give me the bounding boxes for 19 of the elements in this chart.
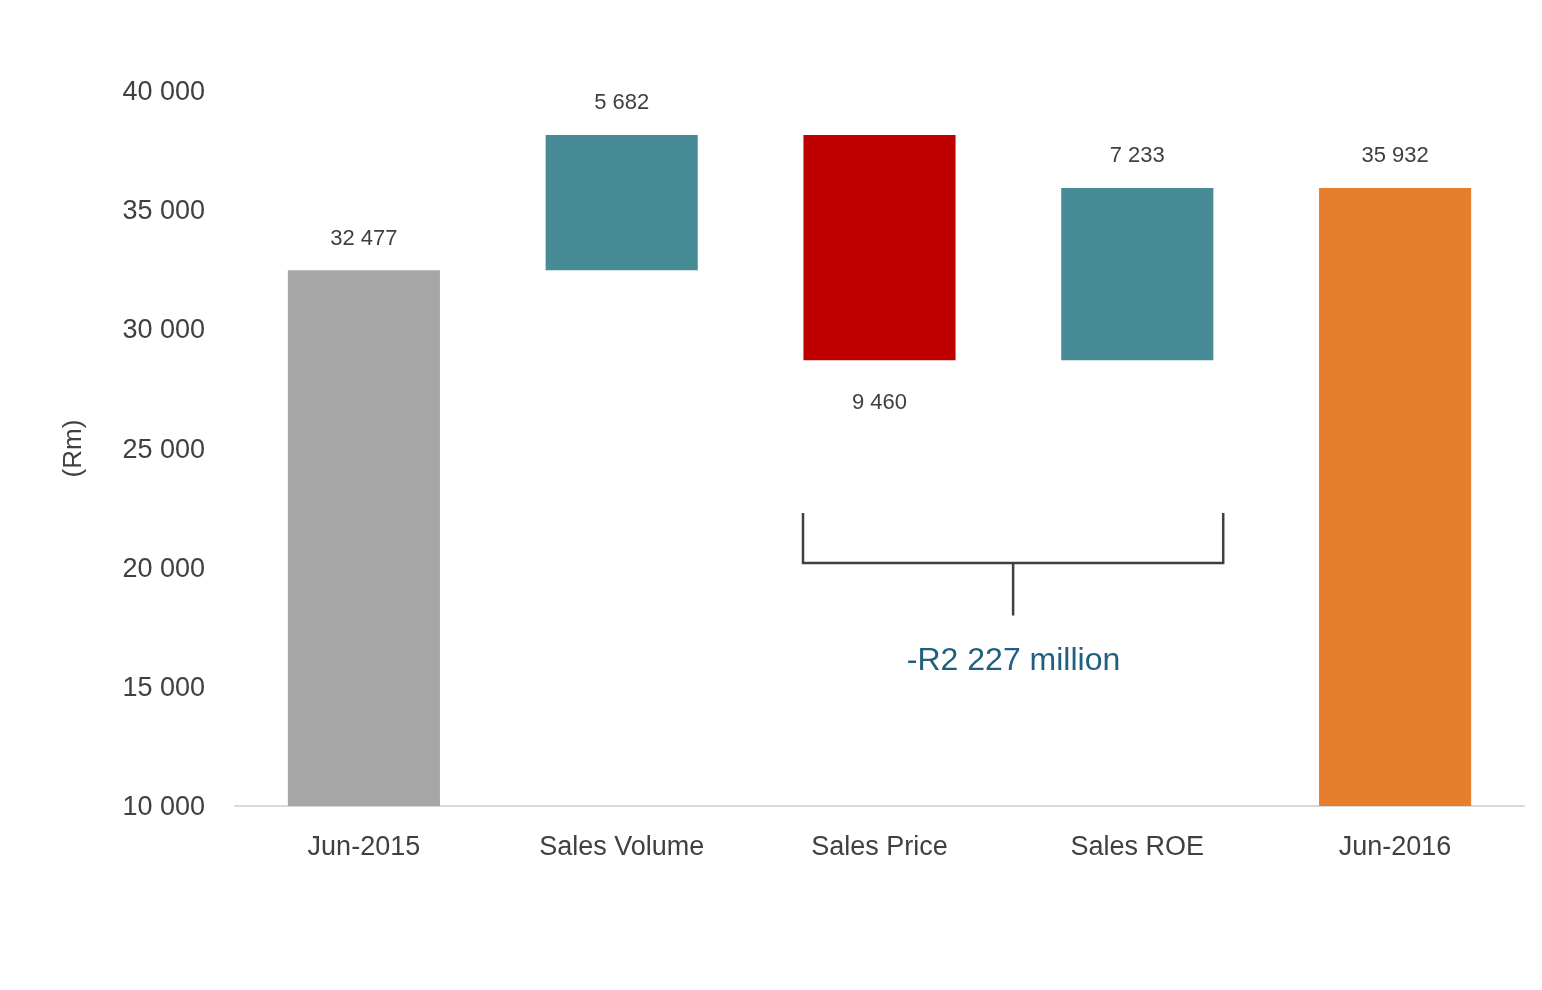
- data-label: 9 460: [851, 388, 908, 414]
- annotation: -R2 227 million: [905, 641, 1122, 679]
- data-label: 5 682: [594, 89, 650, 115]
- y-tick-label: 10 000: [122, 791, 205, 821]
- x-tick-label: Jun-2016: [1338, 830, 1452, 861]
- data-label: 32 477: [330, 224, 398, 250]
- data-label: 7 233: [1109, 142, 1165, 168]
- y-tick-label: 20 000: [122, 552, 205, 583]
- y-tick-label: 15 000: [122, 671, 205, 702]
- y-tick-label: 30 000: [122, 314, 205, 345]
- x-tick-label: Jun-2015: [307, 830, 421, 861]
- y-tick-label: 35 000: [122, 195, 205, 226]
- data-label: 35 932: [1361, 142, 1429, 168]
- y-axis-title: (Rm): [57, 419, 87, 478]
- x-tick-label: Sales Price: [811, 830, 948, 861]
- x-tick-label: Sales ROE: [1070, 830, 1205, 861]
- x-tick-label: Sales Volume: [539, 830, 705, 861]
- y-tick-label: 40 000: [122, 76, 205, 106]
- y-tick-label: 25 000: [122, 433, 205, 464]
